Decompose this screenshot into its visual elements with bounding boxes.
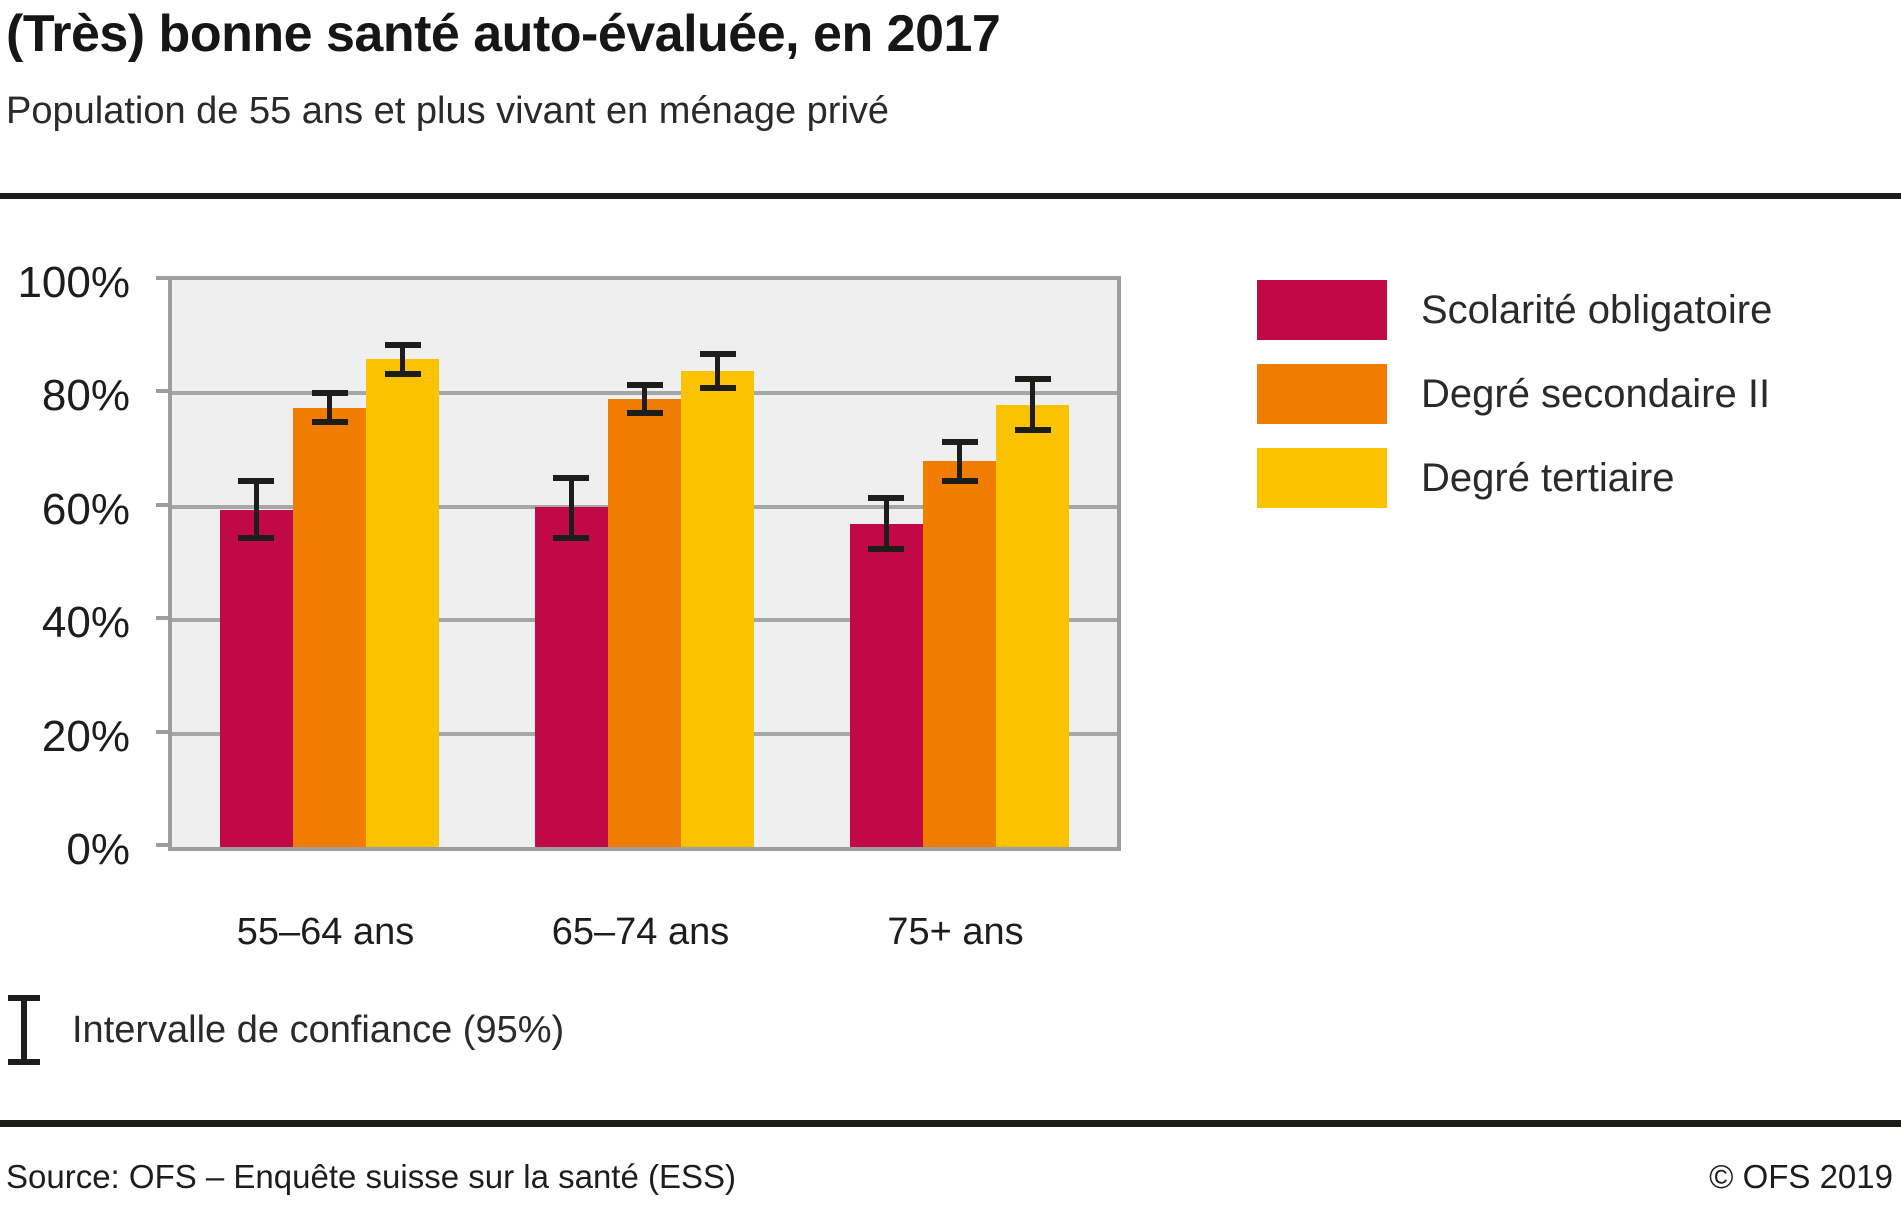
page-title: (Très) bonne santé auto-évaluée, en 2017 bbox=[6, 5, 1001, 63]
bar-65–74ans-2 bbox=[607, 399, 682, 847]
error-bar-cap-bottom bbox=[238, 534, 275, 541]
bar-75+ans-1 bbox=[849, 523, 923, 847]
error-bar-line bbox=[715, 353, 721, 388]
legend-label-2: Degré secondaire II bbox=[1421, 371, 1771, 416]
error-bar-line bbox=[327, 393, 332, 422]
bar-75+ans-3 bbox=[996, 404, 1070, 847]
error-bar-cap-bottom bbox=[553, 534, 590, 541]
error-bar-cap-top bbox=[238, 478, 275, 485]
error-bar-line bbox=[883, 498, 889, 550]
x-axis-label-1: 55–64 ans bbox=[236, 911, 415, 953]
error-bar-cap-bottom bbox=[868, 546, 905, 553]
y-axis-label-40: 40% bbox=[41, 598, 130, 648]
error-bar-cap-bottom bbox=[1014, 427, 1051, 434]
legend-swatch-2 bbox=[1257, 364, 1387, 424]
y-axis-label-60: 60% bbox=[41, 484, 130, 534]
error-bar-cap-top bbox=[699, 350, 736, 357]
error-bar-icon-bottom-cap bbox=[8, 1059, 40, 1065]
error-bar-cap-top bbox=[553, 475, 590, 482]
error-bar-cap-top bbox=[311, 390, 348, 397]
y-axis-tick-0 bbox=[156, 843, 170, 847]
legend-item-1: Scolarité obligatoire bbox=[1257, 280, 1772, 340]
bar-55–64ans-3 bbox=[366, 359, 440, 847]
error-bar-cap-bottom bbox=[311, 418, 348, 425]
error-bar-line bbox=[957, 441, 962, 482]
top-divider bbox=[0, 193, 1901, 199]
error-bar-cap-bottom bbox=[626, 410, 663, 417]
y-axis-label-0: 0% bbox=[66, 825, 130, 874]
bar-55–64ans-2 bbox=[292, 407, 367, 847]
error-bar-cap-top bbox=[1014, 376, 1051, 383]
legend-label-3: Degré tertiaire bbox=[1421, 455, 1675, 500]
confidence-interval-label: Intervalle de confiance (95%) bbox=[72, 1008, 565, 1051]
error-bar-cap-bottom bbox=[384, 370, 421, 377]
plot-area bbox=[168, 276, 1121, 851]
confidence-interval-note: Intervalle de confiance (95%) bbox=[8, 995, 564, 1065]
y-axis-label-100: 100% bbox=[17, 258, 130, 307]
legend-swatch-3 bbox=[1257, 448, 1387, 508]
error-bar-line bbox=[1030, 379, 1036, 431]
bar-65–74ans-3 bbox=[681, 370, 755, 847]
legend-swatch-1 bbox=[1257, 280, 1387, 340]
y-axis-tick-80 bbox=[156, 389, 170, 394]
error-bar-line bbox=[642, 384, 647, 414]
y-axis-tick-60 bbox=[156, 502, 170, 507]
legend-item-2: Degré secondaire II bbox=[1257, 364, 1772, 424]
copyright-text: © OFS 2019 bbox=[1709, 1158, 1893, 1195]
y-axis-label-20: 20% bbox=[41, 711, 130, 761]
error-bar-icon-line bbox=[21, 998, 27, 1062]
legend-item-3: Degré tertiaire bbox=[1257, 448, 1772, 508]
bar-55–64ans-1 bbox=[219, 509, 293, 847]
y-axis-tick-40 bbox=[156, 616, 170, 621]
error-bar-cap-top bbox=[626, 381, 663, 388]
footer-divider bbox=[0, 1120, 1901, 1127]
y-axis-tick-20 bbox=[156, 729, 170, 734]
x-axis-label-3: 75+ ans bbox=[887, 911, 1024, 953]
error-bar-cap-bottom bbox=[699, 384, 736, 391]
page-subtitle: Population de 55 ans et plus vivant en m… bbox=[6, 90, 890, 132]
error-bar-line bbox=[253, 481, 259, 538]
y-axis-tick-100 bbox=[156, 276, 170, 280]
error-bar-line bbox=[400, 345, 406, 374]
error-bar-cap-top bbox=[868, 495, 905, 502]
x-axis-label-2: 65–74 ans bbox=[551, 911, 730, 953]
error-bar-cap-top bbox=[941, 438, 978, 445]
bar-75+ans-2 bbox=[922, 461, 997, 847]
error-bar-cap-bottom bbox=[941, 478, 978, 485]
error-bar-line bbox=[568, 478, 574, 538]
y-axis-label-80: 80% bbox=[41, 371, 130, 421]
legend-label-1: Scolarité obligatoire bbox=[1421, 287, 1773, 332]
source-text: Source: OFS – Enquête suisse sur la sant… bbox=[6, 1158, 737, 1195]
error-bar-cap-top bbox=[384, 342, 421, 349]
error-bar-icon bbox=[8, 995, 40, 1065]
bar-65–74ans-1 bbox=[534, 506, 608, 847]
legend: Scolarité obligatoire Degré secondaire II… bbox=[1257, 280, 1772, 532]
